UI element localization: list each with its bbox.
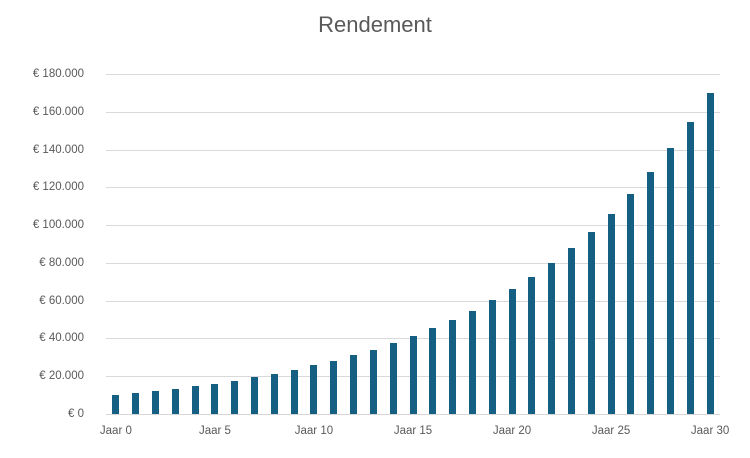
bar-jaar-18 (468, 310, 476, 414)
bar-jaar-22 (548, 263, 556, 414)
gridline (106, 225, 720, 227)
x-tick-label: Jaar 10 (294, 425, 334, 437)
bar-jaar-30 (706, 93, 714, 414)
bar-jaar-29 (686, 122, 694, 414)
x-tick-label: Jaar 15 (393, 425, 433, 437)
y-tick-label: € 180.000 (32, 68, 84, 80)
y-tick-label: € 0 (68, 408, 84, 420)
gridline (106, 149, 720, 151)
y-tick-label: € 120.000 (32, 181, 84, 194)
bar-jaar-14 (389, 343, 397, 414)
x-tick-label: Jaar 20 (492, 425, 532, 437)
bar-jaar-12 (350, 355, 358, 414)
bar-jaar-17 (449, 319, 457, 414)
y-tick-label: € 40.000 (39, 332, 84, 345)
x-tick-label: Jaar 25 (591, 425, 631, 437)
bar-jaar-0 (112, 395, 120, 414)
bar-jaar-6 (231, 380, 239, 414)
bar-jaar-8 (270, 373, 278, 414)
x-tick-label: Jaar 5 (198, 425, 231, 437)
gridline (106, 262, 720, 264)
bar-jaar-9 (290, 369, 298, 414)
chart-title: Rendement (318, 12, 432, 37)
bar-jaar-1 (132, 393, 140, 414)
y-tick-label: € 100.000 (32, 219, 84, 232)
y-tick-label: € 60.000 (39, 294, 84, 307)
bar-jaar-15 (409, 336, 417, 414)
bar-jaar-21 (528, 276, 536, 414)
bar-jaar-10 (310, 365, 318, 414)
gridline (106, 74, 720, 75)
bar-jaar-4 (191, 386, 199, 414)
plot-area (106, 74, 720, 415)
bar-jaar-20 (508, 289, 516, 414)
bar-jaar-2 (152, 391, 160, 414)
y-tick-label: € 20.000 (39, 370, 84, 383)
gridline (106, 300, 720, 302)
bar-jaar-26 (627, 194, 635, 414)
bar-jaar-3 (171, 388, 179, 414)
bar-jaar-5 (211, 383, 219, 414)
bar-jaar-28 (666, 148, 674, 414)
bar-jaar-7 (251, 377, 259, 414)
bar-jaar-11 (330, 360, 338, 414)
bar-jaar-27 (647, 172, 655, 414)
y-tick-label: € 160.000 (32, 105, 84, 118)
gridline (106, 111, 720, 113)
x-tick-label: Jaar 30 (690, 425, 730, 437)
y-tick-label: € 80.000 (39, 256, 84, 269)
gridline (106, 187, 720, 189)
bar-jaar-16 (429, 328, 437, 414)
bar-jaar-23 (567, 248, 575, 414)
bar-jaar-19 (488, 300, 496, 414)
bar-jaar-13 (369, 349, 377, 414)
y-tick-label: € 140.000 (32, 143, 84, 156)
bar-jaar-25 (607, 213, 615, 414)
bar-jaar-24 (587, 231, 595, 414)
x-tick-label: Jaar 0 (99, 425, 132, 437)
